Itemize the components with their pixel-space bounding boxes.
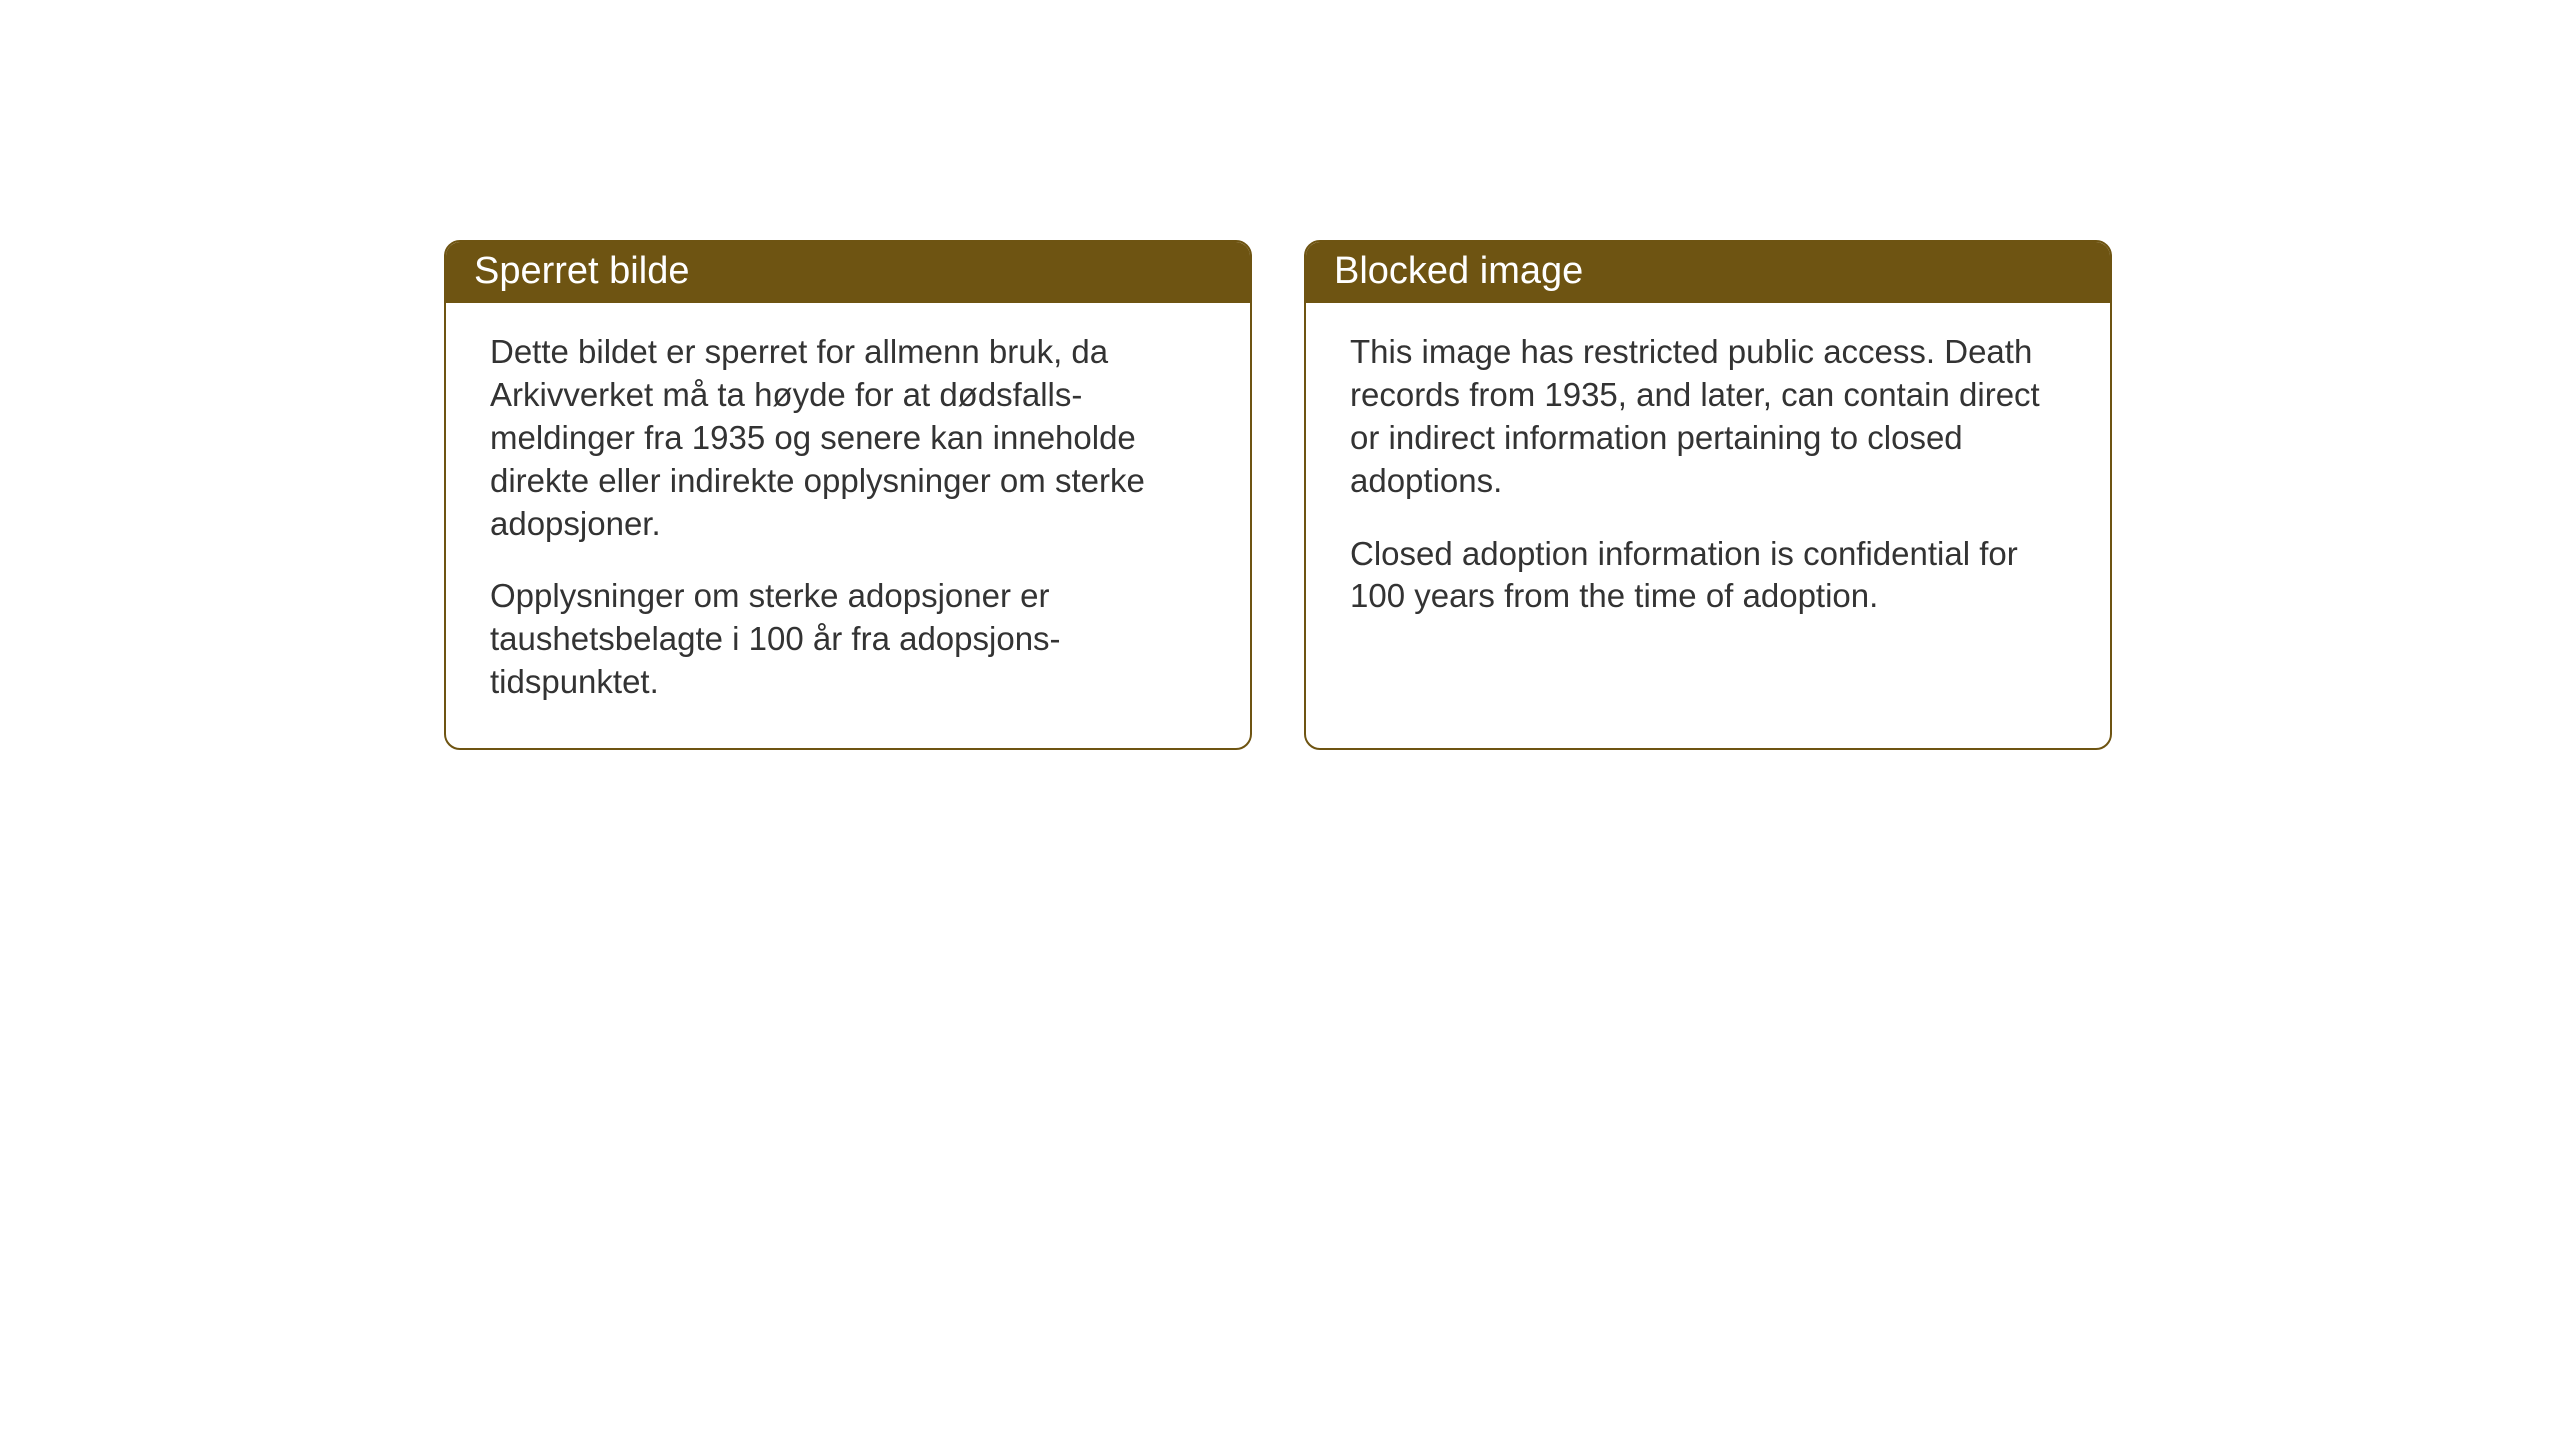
paragraph-1-english: This image has restricted public access.…	[1350, 331, 2066, 503]
card-body-english: This image has restricted public access.…	[1306, 303, 2110, 654]
paragraph-1-norwegian: Dette bildet er sperret for allmenn bruk…	[490, 331, 1206, 545]
paragraph-2-norwegian: Opplysninger om sterke adopsjoner er tau…	[490, 575, 1206, 704]
paragraph-2-english: Closed adoption information is confident…	[1350, 533, 2066, 619]
card-header-english: Blocked image	[1306, 242, 2110, 303]
notice-card-english: Blocked image This image has restricted …	[1304, 240, 2112, 750]
card-title-norwegian: Sperret bilde	[474, 250, 689, 292]
notice-container: Sperret bilde Dette bildet er sperret fo…	[444, 240, 2112, 750]
card-header-norwegian: Sperret bilde	[446, 242, 1250, 303]
card-title-english: Blocked image	[1334, 250, 1583, 292]
card-body-norwegian: Dette bildet er sperret for allmenn bruk…	[446, 303, 1250, 740]
notice-card-norwegian: Sperret bilde Dette bildet er sperret fo…	[444, 240, 1252, 750]
